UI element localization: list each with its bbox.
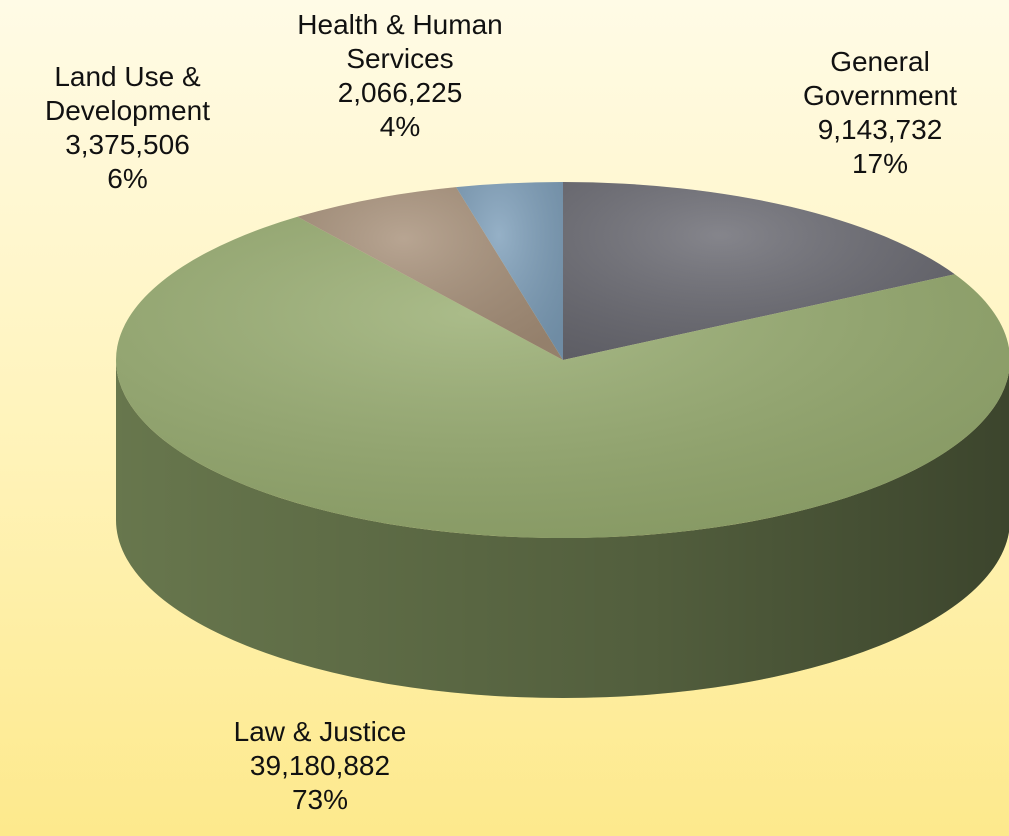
percent-label: 4% [379,111,421,142]
slice-label: Health & Human Services 2,066,225 4% [255,8,545,144]
slice-side-shade [116,360,1009,698]
percent-label: 17% [851,148,909,179]
value-label: 2,066,225 [337,77,463,108]
percent-label: 6% [107,163,148,194]
slice-label: General Government 9,143,732 17% [760,45,1000,181]
slice-shine [297,187,563,360]
percent-label: 73% [291,784,349,815]
pie-tops [116,182,1009,539]
slice-shine [456,182,563,360]
slice-label: Land Use & Development 3,375,506 6% [0,60,255,196]
category-label: Law & Justice [233,716,407,747]
category-label: General Government [802,46,958,111]
value-label: 9,143,732 [817,114,943,145]
category-label: Health & Human Services [297,9,503,74]
slice-label: Law & Justice 39,180,882 73% [150,715,490,817]
slice-shine [563,182,955,360]
value-label: 39,180,882 [249,750,391,781]
slice-shine [116,216,1009,539]
pie-sides [116,360,1009,698]
value-label: 3,375,506 [65,129,190,160]
category-label: Land Use & Development [45,61,210,126]
